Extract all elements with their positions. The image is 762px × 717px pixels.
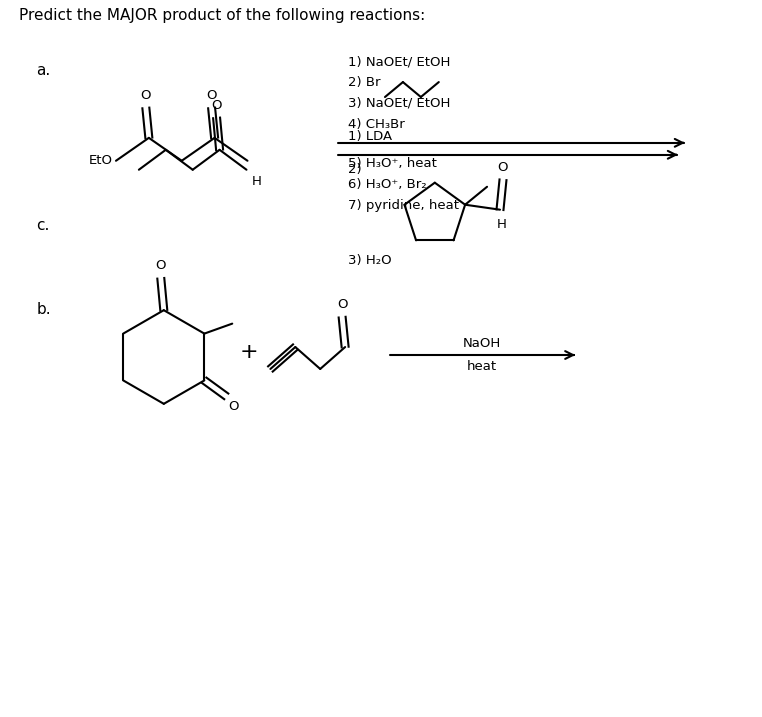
Text: +: + (239, 342, 258, 362)
Text: O: O (228, 400, 239, 413)
Text: O: O (155, 260, 166, 272)
Text: 1) LDA: 1) LDA (348, 130, 392, 143)
Text: O: O (337, 298, 347, 311)
Text: EtO: EtO (89, 154, 113, 167)
Text: H: H (497, 218, 507, 231)
Text: 7) pyridine, heat: 7) pyridine, heat (348, 199, 459, 212)
Text: 3) H₂O: 3) H₂O (348, 255, 392, 267)
Text: 2): 2) (348, 163, 362, 176)
Text: c.: c. (37, 217, 50, 232)
Text: 1) NaOEt/ EtOH: 1) NaOEt/ EtOH (348, 55, 450, 68)
Text: b.: b. (37, 303, 51, 317)
Text: O: O (141, 89, 151, 102)
Text: 6) H₃O⁺, Br₂: 6) H₃O⁺, Br₂ (348, 178, 427, 191)
Text: O: O (207, 89, 217, 102)
Text: heat: heat (467, 360, 497, 373)
Text: H: H (251, 175, 261, 188)
Text: NaOH: NaOH (463, 337, 501, 350)
Text: 2) Br: 2) Br (348, 76, 381, 89)
Text: Predict the MAJOR product of the following reactions:: Predict the MAJOR product of the followi… (19, 9, 425, 24)
Text: O: O (211, 99, 222, 112)
Text: 4) CH₃Br: 4) CH₃Br (348, 118, 405, 131)
Text: 5) H₃O⁺, heat: 5) H₃O⁺, heat (348, 157, 437, 170)
Text: O: O (498, 161, 508, 174)
Text: 3) NaOEt/ EtOH: 3) NaOEt/ EtOH (348, 97, 450, 110)
Text: a.: a. (37, 63, 50, 78)
